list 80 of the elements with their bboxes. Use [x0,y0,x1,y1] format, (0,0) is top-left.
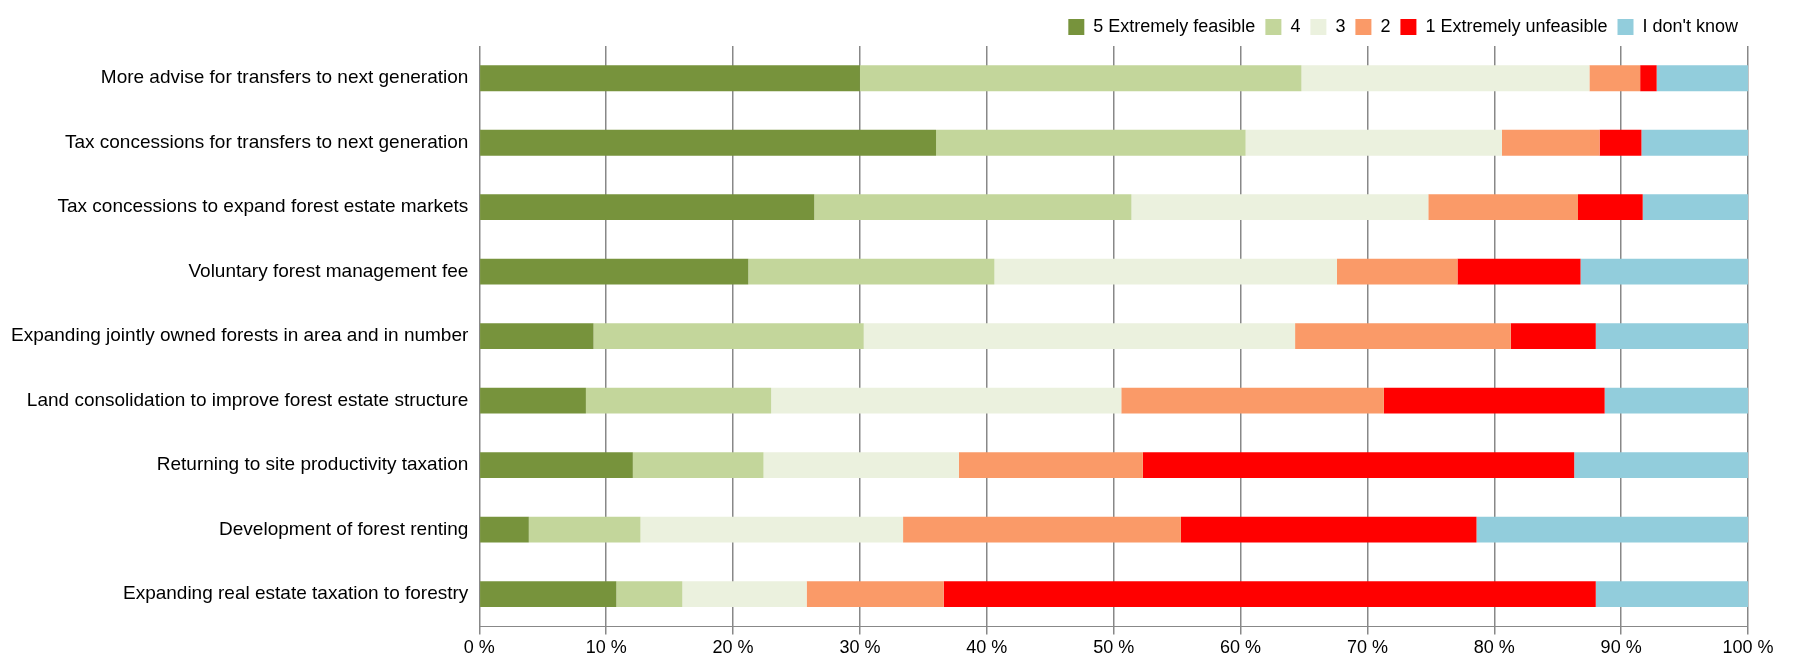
legend-label: 1 Extremely unfeasible [1425,15,1608,36]
bar [1589,65,1641,92]
bar [943,581,1596,608]
y-tick-label: Expanding jointly owned forests in area and in number [10,324,469,346]
bar [1180,516,1477,543]
bar [763,452,959,479]
bar [682,581,807,608]
legend-label: 3 [1335,15,1346,36]
bar [814,194,1132,221]
x-tick-label: 80 % [1473,637,1515,658]
y-tick-label: Development of forest renting [219,517,469,539]
y-tick-label: Voluntary forest management fee [188,259,469,281]
bar [1510,323,1596,350]
bar [806,581,944,608]
bar [1604,387,1748,414]
x-tick-label: 10 % [585,637,627,658]
y-tick-label: Land consolidation to improve forest estate structure [26,388,469,410]
bar [1642,194,1748,221]
bar [1476,516,1748,543]
bar [528,516,641,543]
bar [1574,452,1748,479]
bar [1121,387,1384,414]
bar [480,129,937,156]
bar [936,129,1246,156]
bar [748,258,995,285]
bar [1599,129,1642,156]
x-tick-label: 60 % [1220,637,1262,658]
bar [994,258,1337,285]
bar [903,516,1181,543]
bar [640,516,904,543]
bar [480,581,617,608]
bar [480,194,815,221]
x-tick-label: 100 % [1722,637,1774,658]
x-tick-label: 30 % [839,637,881,658]
bar [1641,129,1748,156]
bar [1457,258,1581,285]
bar [632,452,764,479]
y-tick-label: Tax concessions for transfers to next generation [64,130,469,152]
bar [771,387,1122,414]
bar [1142,452,1575,479]
bar [1336,258,1458,285]
legend-label: 5 Extremely feasible [1093,15,1256,36]
bar [480,65,860,92]
bar [616,581,683,608]
bar [1595,323,1748,350]
legend-label: 2 [1380,15,1391,36]
x-tick-label: 90 % [1600,637,1642,658]
bar [1501,129,1600,156]
bar [480,452,633,479]
bar [1595,581,1748,608]
x-tick-label: 70 % [1346,637,1388,658]
bar [863,323,1296,350]
bar [1578,194,1643,221]
bar [1383,387,1605,414]
y-tick-label: Returning to site productivity taxation [156,453,469,475]
bar [1131,194,1429,221]
bar [480,258,749,285]
x-tick-label: 40 % [966,637,1008,658]
bar [1580,258,1748,285]
bar [1301,65,1590,92]
legend-label: 4 [1290,15,1301,36]
bar [480,387,586,414]
y-tick-label: Tax concessions to expand forest estate markets [57,195,469,217]
x-tick-label: 0 % [463,637,495,658]
bar [859,65,1302,92]
bar [1295,323,1511,350]
bar [593,323,864,350]
x-tick-label: 50 % [1093,637,1135,658]
bar [958,452,1143,479]
bar [480,516,529,543]
legend-label: I don't know [1642,15,1739,36]
bar [1428,194,1578,221]
bar [1245,129,1502,156]
y-tick-label: More advise for transfers to next generation [100,66,469,88]
bar [1656,65,1748,92]
bar [1640,65,1657,92]
y-tick-label: Expanding real estate taxation to forestry [122,582,469,604]
bar [585,387,772,414]
bar [480,323,594,350]
x-tick-label: 20 % [712,637,754,658]
